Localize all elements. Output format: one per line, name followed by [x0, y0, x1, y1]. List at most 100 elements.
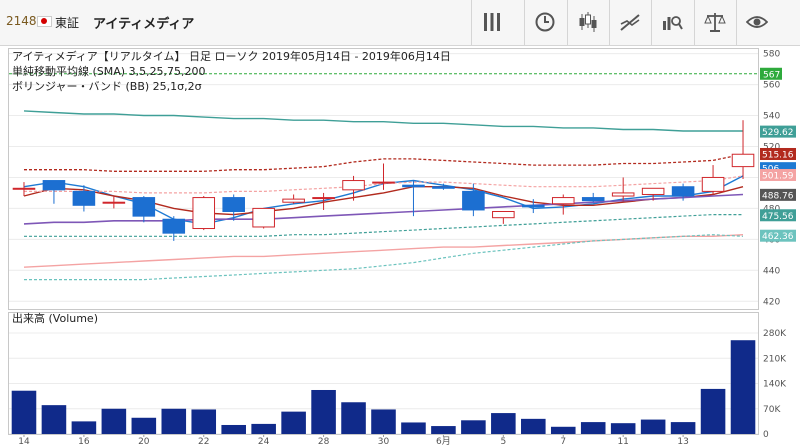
sma-label: 単純移動平均線 (SMA) 3,5,25,75,200: [12, 64, 206, 78]
reference-badge-label: 567: [763, 70, 780, 80]
date-tick-label: 11: [617, 437, 628, 447]
volume-bar: [640, 419, 666, 434]
price-tick-label: 560: [763, 81, 780, 91]
date-tick-label: 7: [560, 437, 566, 447]
bars-button[interactable]: [471, 0, 513, 45]
candle-body: [402, 184, 425, 188]
value-badge-label: 529.62: [762, 128, 794, 138]
volume-bar: [281, 411, 306, 434]
candle-body: [282, 198, 305, 203]
clock-button[interactable]: [524, 0, 566, 45]
volume-bar: [401, 422, 426, 434]
value-badge: [760, 209, 796, 222]
date-tick-label: 20: [138, 437, 150, 447]
volume-tick-label: 70K: [763, 405, 781, 415]
price-tick-label: 580: [763, 50, 780, 60]
candle-body: [522, 204, 545, 208]
price-tick-label: 440: [763, 266, 780, 276]
date-axis: 14 16 20 22 24 28 30 6月 5 7 11 13: [18, 434, 689, 447]
indicator-line: [24, 214, 743, 237]
candle-body: [432, 186, 455, 189]
chart-area: 567 420440460480500520540560580 529.6251…: [8, 48, 796, 447]
candle-body: [551, 197, 575, 205]
price-tick-label: 540: [763, 112, 780, 122]
value-badge-label: 462.36: [762, 232, 794, 242]
volume-tick-label: 140K: [763, 380, 787, 390]
indicator-lines: [23, 110, 744, 281]
candle-body: [372, 181, 395, 184]
volume-title: 出来高 (Volume): [12, 311, 98, 325]
candlestick-button[interactable]: [567, 0, 609, 45]
value-badge: [760, 168, 796, 181]
candle-body: [192, 197, 216, 230]
date-tick-label: 6月: [436, 436, 451, 447]
volume-bar: [670, 422, 696, 434]
volume-bar: [131, 417, 157, 434]
candle-body: [731, 153, 755, 168]
volume-axis: 0 70K 140K 210K 280K: [763, 329, 787, 440]
balance-button[interactable]: [694, 0, 736, 45]
volume-bar: [161, 408, 187, 434]
candle-body: [222, 197, 245, 212]
date-tick-label: 22: [198, 437, 209, 447]
volume-bar: [311, 389, 336, 434]
volume-bar: [610, 423, 636, 434]
volume-tick-label: 280K: [763, 329, 787, 339]
value-badge: [760, 125, 796, 138]
candle-body: [312, 197, 335, 200]
volume-bar: [461, 420, 486, 434]
candle-body: [12, 187, 36, 190]
candle-body: [162, 218, 186, 234]
exchange-label: 東証: [55, 16, 80, 30]
value-badge-label: 488.76: [762, 191, 794, 201]
japan-flag-icon: [37, 16, 52, 27]
candle-body: [671, 186, 695, 197]
bars-icon: [484, 13, 500, 31]
date-tick-label: 13: [677, 437, 688, 447]
volume-bar: [41, 405, 67, 434]
volume-bar: [221, 424, 246, 434]
date-tick-label: 24: [258, 437, 270, 447]
value-badge-label: 515.16: [762, 150, 794, 160]
volume-tick-label: 0: [763, 430, 769, 440]
candle-body: [252, 207, 275, 228]
candle-body: [102, 201, 126, 204]
volume-panel-frame: [8, 312, 759, 435]
date-tick-label: 16: [78, 437, 90, 447]
chart-search-icon: [663, 16, 683, 30]
volume-bar: [371, 409, 396, 434]
date-tick-label: 28: [318, 437, 330, 447]
date-tick-label: 14: [18, 437, 30, 447]
candle-body: [42, 180, 66, 191]
value-badge: [760, 229, 796, 242]
candle-body: [492, 211, 515, 219]
value-badge-label: 475.56: [762, 212, 794, 222]
volume-bar: [251, 423, 276, 434]
candle-body: [462, 190, 485, 211]
chart-search-button[interactable]: [651, 0, 693, 45]
volume-bar: [730, 340, 756, 434]
eye-button[interactable]: [736, 0, 778, 45]
ticker-code: 2148: [6, 14, 37, 28]
candle-body: [581, 197, 605, 202]
volume-bar: [700, 388, 726, 434]
volume-bar: [341, 402, 366, 434]
volume-bar: [11, 390, 37, 434]
drawing-button[interactable]: [609, 0, 651, 45]
volume-bar: [101, 408, 127, 434]
candle-body: [342, 180, 365, 191]
eye-icon: [746, 16, 768, 28]
candle-body: [72, 190, 96, 206]
volume-bar: [550, 426, 576, 434]
volume-bar: [521, 418, 546, 434]
candle-body: [641, 187, 665, 195]
value-badge: [760, 147, 796, 160]
price-panel-frame: [8, 48, 759, 310]
price-tick-label: 420: [763, 297, 780, 307]
volume-bar: [431, 426, 456, 434]
candle-body: [701, 176, 725, 192]
volume-bar: [191, 409, 217, 434]
volume-bar: [580, 422, 606, 434]
